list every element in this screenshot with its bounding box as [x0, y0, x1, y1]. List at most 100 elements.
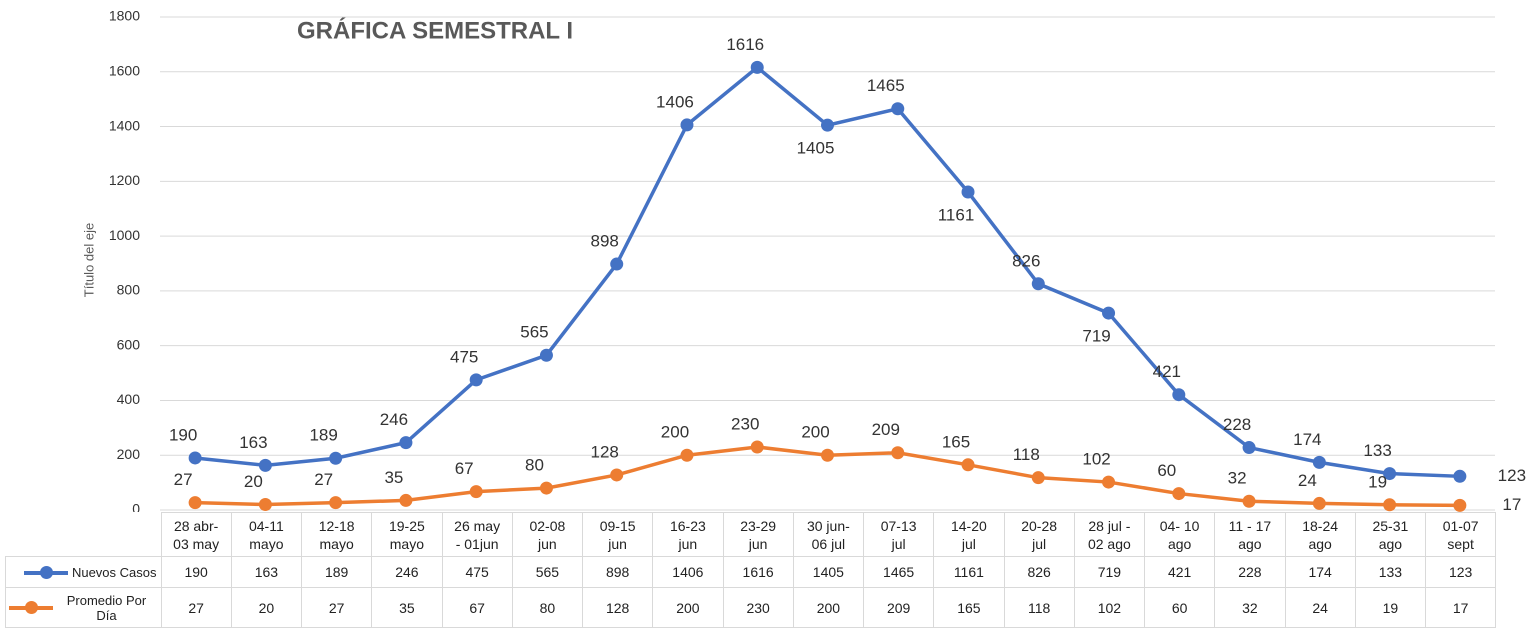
data-label: 246 — [380, 410, 408, 429]
marker — [329, 496, 343, 510]
y-tick-label: 0 — [132, 501, 140, 512]
table-value: 20 — [230, 587, 303, 628]
data-label: 1161 — [938, 205, 975, 224]
table-value: 32 — [1214, 587, 1286, 628]
category-label: 04- 10 ago — [1143, 512, 1216, 557]
data-label: 102 — [1082, 450, 1110, 469]
y-tick-label: 200 — [117, 446, 141, 462]
data-label: 1406 — [656, 92, 694, 111]
legend-label: Nuevos Casos — [71, 565, 157, 581]
data-label: 27 — [174, 470, 193, 489]
table-value: 133 — [1354, 556, 1427, 588]
data-label: 163 — [239, 433, 267, 452]
y-axis-title: Título del eje — [81, 223, 96, 297]
marker — [610, 468, 624, 482]
table-value: 80 — [511, 587, 584, 628]
table-value: 102 — [1073, 587, 1146, 628]
marker — [539, 348, 553, 362]
y-tick-label: 400 — [117, 391, 141, 407]
category-label: 11 - 17 ago — [1214, 512, 1286, 557]
table-value: 174 — [1284, 556, 1356, 588]
marker — [1172, 388, 1186, 402]
marker — [1383, 498, 1397, 512]
marker — [1031, 277, 1045, 291]
marker — [750, 440, 764, 454]
marker — [258, 458, 272, 472]
table-value: 17 — [1424, 587, 1497, 628]
marker — [1453, 498, 1467, 512]
table-value: 228 — [1214, 556, 1286, 588]
table-value: 246 — [371, 556, 443, 588]
table-value: 123 — [1424, 556, 1497, 588]
category-label: 19-25 mayo — [371, 512, 443, 557]
legend-entry: Promedio Por Día — [5, 587, 162, 628]
table-value: 898 — [581, 556, 654, 588]
y-tick-label: 1600 — [109, 62, 140, 78]
category-label: 04-11 mayo — [230, 512, 303, 557]
table-value: 67 — [441, 587, 513, 628]
table-value: 27 — [160, 587, 232, 628]
marker — [1453, 469, 1467, 483]
y-tick-label: 1400 — [109, 117, 140, 133]
category-label: 16-23 jun — [652, 512, 724, 557]
data-label: 190 — [169, 425, 197, 444]
marker — [1242, 441, 1256, 455]
data-label: 80 — [525, 456, 544, 475]
data-label: 565 — [520, 323, 548, 342]
marker — [961, 185, 975, 199]
marker — [399, 493, 413, 507]
y-tick-label: 1200 — [109, 172, 140, 188]
legend-key — [8, 600, 53, 614]
data-label: 67 — [455, 459, 474, 478]
marker — [680, 448, 694, 462]
data-label: 1616 — [726, 35, 764, 54]
data-label: 32 — [1228, 469, 1247, 488]
category-label: 30 jun- 06 jul — [792, 512, 865, 557]
data-label: 1405 — [797, 139, 835, 158]
data-label: 60 — [1157, 461, 1176, 480]
marker — [821, 448, 834, 462]
table-value: 60 — [1143, 587, 1216, 628]
table-value: 1405 — [792, 556, 865, 588]
data-label: 27 — [314, 470, 333, 489]
marker — [1312, 496, 1326, 510]
legend-marker — [39, 565, 53, 579]
legend-label: Promedio Por Día — [66, 592, 147, 623]
marker — [821, 118, 834, 132]
data-label: 421 — [1153, 362, 1181, 381]
chart-title: GRÁFICA SEMESTRAL I — [297, 16, 573, 44]
table-value: 200 — [652, 587, 724, 628]
marker — [750, 60, 764, 74]
table-value: 230 — [722, 587, 794, 628]
table-corner — [6, 513, 162, 557]
data-label: 898 — [591, 232, 619, 251]
marker — [610, 257, 624, 271]
table-value: 719 — [1073, 556, 1146, 588]
marker — [258, 498, 272, 512]
marker — [1242, 494, 1256, 508]
table-row: Promedio Por Día 27 20 27 35 67 80 128 200 230 200… — [5, 587, 1497, 628]
data-label: 20 — [244, 472, 263, 491]
data-table: 28 abr- 03 may 04-11 mayo 12-18 mayo 19-25 … — [5, 512, 1497, 628]
table-value: 24 — [1284, 587, 1356, 628]
data-label: 826 — [1012, 251, 1040, 270]
legend-entry: Nuevos Casos — [5, 556, 162, 588]
data-label: 24 — [1298, 471, 1317, 490]
data-label: 228 — [1223, 415, 1251, 434]
data-label: 189 — [309, 426, 337, 445]
table-value: 209 — [862, 587, 935, 628]
data-label: 35 — [384, 468, 403, 487]
category-label: 07-13 jul — [862, 512, 935, 557]
table-value: 165 — [933, 587, 1005, 628]
table-value: 826 — [1003, 556, 1075, 588]
table-value: 565 — [511, 556, 584, 588]
data-label: 719 — [1082, 327, 1110, 346]
category-label: 26 may - 01jun — [441, 512, 513, 557]
category-label: 01-07 sept — [1424, 512, 1497, 557]
category-label: 02-08 jun — [511, 512, 584, 557]
marker — [1172, 487, 1186, 501]
legend-marker — [24, 600, 38, 614]
data-label: 17 — [1502, 495, 1521, 512]
data-label: 230 — [731, 414, 759, 433]
